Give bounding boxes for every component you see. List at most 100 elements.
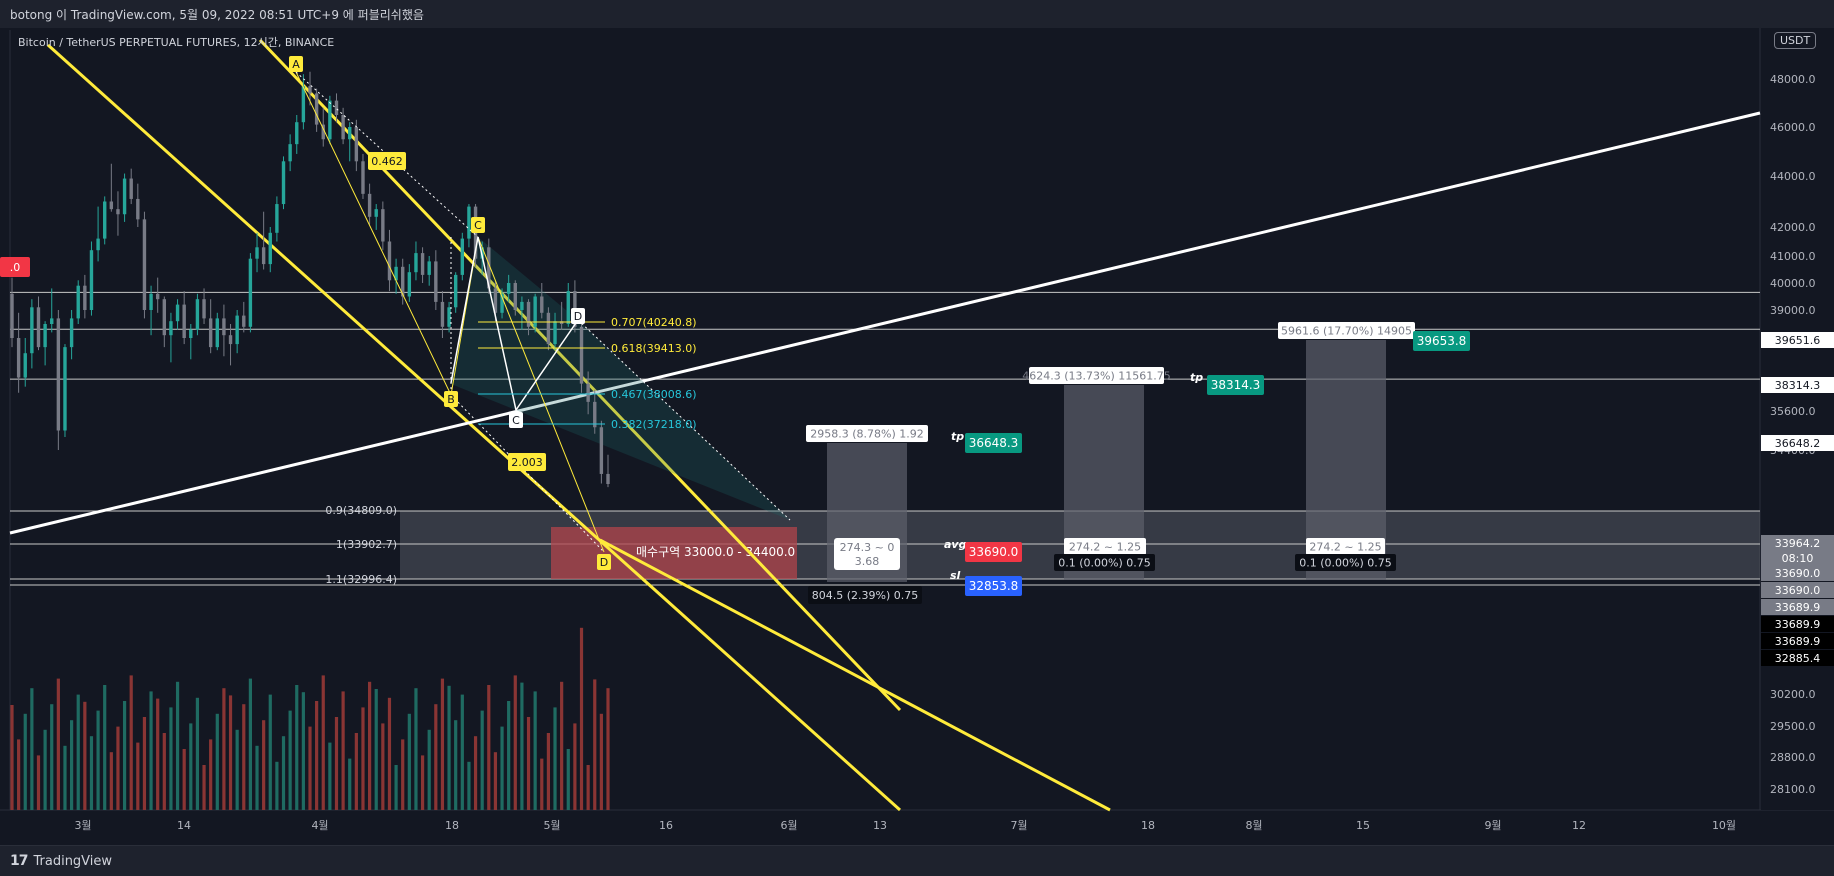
candle-body — [328, 100, 332, 140]
volume-bar — [513, 675, 517, 810]
candle-body — [453, 274, 458, 308]
scale-label-bg — [1761, 650, 1834, 666]
scale-label-bg — [1761, 377, 1834, 393]
bottom-bar: 17 TradingView — [0, 845, 1834, 876]
pattern-point-d-bg — [571, 308, 585, 324]
left-edge-price-label: .0 — [10, 261, 21, 274]
volume-bar — [593, 679, 597, 810]
candle-body — [162, 299, 167, 336]
time-tick: 4월 — [311, 819, 328, 832]
volume-bar — [599, 713, 603, 810]
scale-label-bg — [1761, 565, 1834, 581]
time-tick: 3월 — [74, 819, 91, 832]
candle-body — [56, 318, 61, 431]
candle-body — [122, 178, 127, 215]
candle-body — [341, 115, 345, 140]
pos2-bottom-label-bg — [1054, 554, 1155, 571]
volume-bar — [354, 733, 358, 810]
volume-bar — [520, 682, 524, 810]
volume-bar — [195, 697, 200, 810]
pos1-mid-bg — [834, 538, 900, 570]
top-bar: botong 이 TradingView.com, 5월 09, 2022 08… — [0, 0, 1834, 29]
candle-body — [10, 293, 14, 338]
scale-label-bg — [1761, 435, 1834, 451]
volume-bar — [56, 678, 60, 810]
price-tick: 35600.0 — [1770, 405, 1816, 418]
candle-body — [513, 283, 517, 310]
price-tick: 42000.0 — [1770, 221, 1816, 234]
symbol-title[interactable]: Bitcoin / TetherUS PERPETUAL FUTURES, 12… — [18, 36, 335, 49]
scale-label: 33689.9 — [1775, 618, 1821, 631]
fib-ext-label-0.9: 0.9(34809.0) — [325, 504, 397, 517]
white-leg-cc — [477, 236, 517, 411]
volume-bar — [83, 701, 87, 810]
pos1-bottom-label: 804.5 (2.39%) 0.75 — [812, 589, 919, 602]
candle-body — [559, 321, 564, 324]
candle-body — [348, 127, 352, 140]
candle-body — [506, 283, 511, 294]
time-tick: 16 — [659, 819, 673, 832]
tradingview-brand[interactable]: 17 TradingView — [10, 853, 112, 869]
candle-body — [222, 318, 226, 336]
pattern-point-b: B — [447, 393, 455, 406]
pos1-sl-price-bg — [965, 576, 1022, 596]
chart-canvas[interactable]: 0.9(34809.0) 1(33902.7) 1.1(32996.4) 매수구역 3… — [0, 28, 1834, 845]
candle-body — [295, 122, 299, 145]
scale-label-bg — [1761, 550, 1834, 566]
volume-bar — [43, 729, 47, 810]
scale-label: 33690.0 — [1775, 584, 1821, 597]
pattern-point-a: A — [292, 58, 300, 71]
candle-body — [136, 198, 140, 220]
pos1-tp-price-bg — [965, 433, 1022, 453]
candle-body — [242, 315, 246, 327]
candle-body — [387, 241, 392, 281]
volume-bar — [420, 755, 425, 810]
price-tick: 39000.0 — [1770, 304, 1816, 317]
scale-label-bg — [1761, 535, 1834, 551]
volume-bar — [209, 739, 213, 810]
pos3-tp-price-bg — [1413, 331, 1470, 351]
volume-bar — [169, 707, 173, 810]
currency-button[interactable]: USDT — [1774, 32, 1817, 49]
volume-bar — [189, 723, 193, 810]
pos1-top-label: 2958.3 (8.78%) 1.92 — [810, 428, 924, 441]
candle-body — [215, 318, 219, 348]
pattern-point-d: D — [574, 310, 582, 323]
volume-bar — [368, 681, 372, 810]
volume-bar — [295, 685, 299, 810]
candle-body — [116, 209, 120, 215]
ratio-label-0.462-bg — [368, 152, 406, 170]
volume-bar — [268, 694, 272, 810]
pos3-bottom-label-bg — [1295, 554, 1396, 571]
candle-body — [593, 401, 597, 428]
volume-bar — [116, 726, 120, 810]
fib-retracement-label: 0.467(38008.6) — [611, 388, 697, 401]
fib-retracement-label: 0.707(40240.8) — [611, 316, 697, 329]
volume-bar — [473, 736, 478, 810]
candle-body — [361, 161, 365, 194]
candle-body — [500, 293, 504, 313]
volume-bar — [281, 736, 286, 810]
volume-bar — [533, 691, 537, 810]
volume-bar — [202, 765, 206, 810]
pattern-point-d: D — [600, 556, 608, 569]
volume-bar — [215, 713, 219, 810]
volume-bar — [156, 698, 160, 810]
volume-bar — [566, 749, 570, 810]
candle-body — [354, 127, 359, 162]
candle-body — [189, 329, 193, 338]
volume-bar — [440, 678, 445, 810]
candle-body — [526, 301, 531, 327]
candle-body — [540, 296, 544, 313]
volume-bar — [96, 710, 100, 810]
price-tick: 29500.0 — [1770, 720, 1816, 733]
candle-body — [281, 161, 286, 205]
price-tick: 28100.0 — [1770, 783, 1816, 796]
volume-bar — [387, 697, 392, 810]
candle-body — [268, 232, 272, 265]
volume-bar — [573, 723, 577, 810]
channel-bottom-line — [599, 538, 1111, 812]
volume-bar — [553, 707, 557, 810]
volume-bar — [222, 688, 226, 810]
candle-body — [381, 209, 385, 242]
